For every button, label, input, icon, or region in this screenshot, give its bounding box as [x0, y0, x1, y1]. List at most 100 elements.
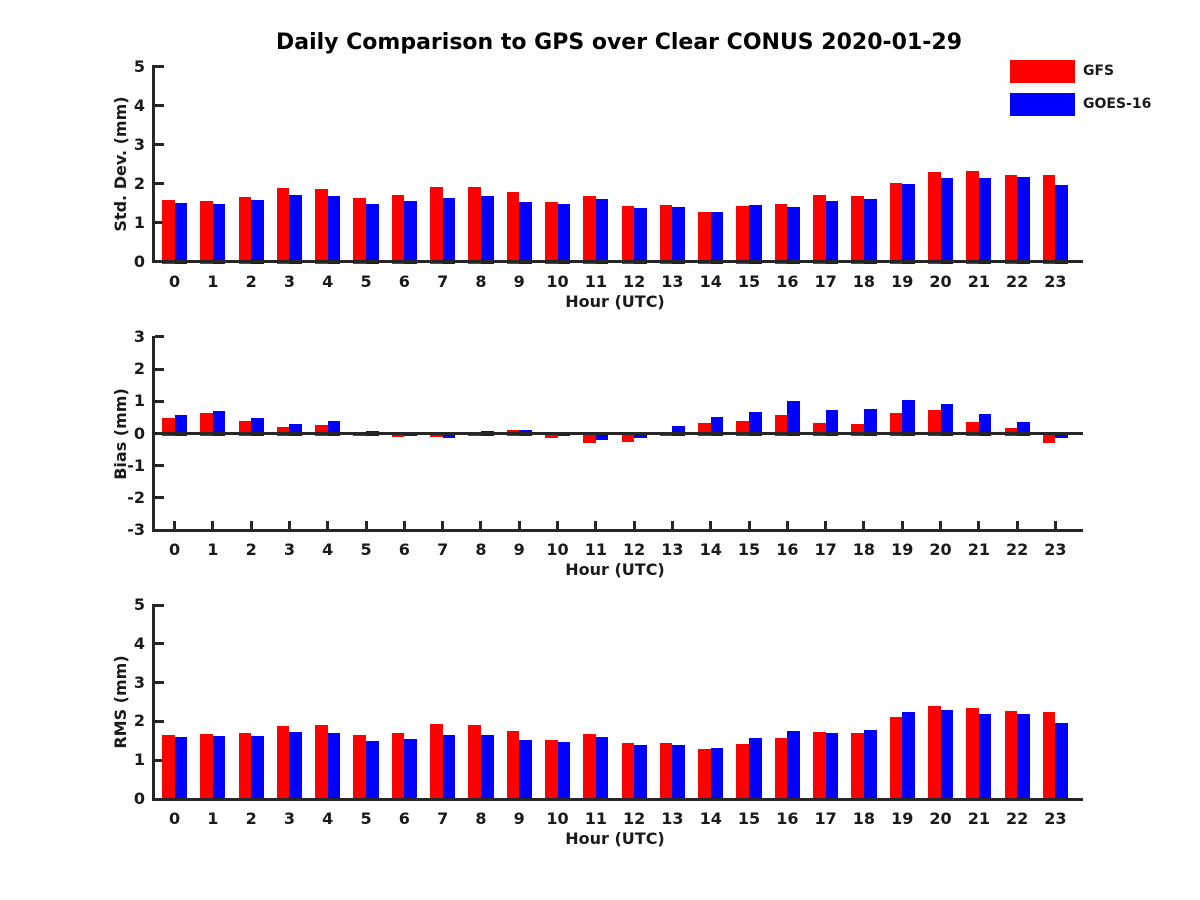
bar-gfs-hour-16: [774, 204, 788, 264]
y-axis-spine: [152, 65, 155, 263]
y-tick: [155, 65, 164, 68]
bar-goes-16-hour-14: [710, 416, 724, 436]
x-tick-label: 5: [360, 271, 372, 291]
y-tick-label: 3: [133, 326, 145, 346]
bar-goes-16-hour-9: [519, 202, 532, 264]
y-tick: [155, 104, 164, 107]
x-tick-label: 9: [513, 271, 525, 291]
y-tick-label: 4: [133, 95, 145, 115]
x-tick: [785, 520, 789, 529]
x-tick-label: 23: [1044, 809, 1067, 828]
bar-gfs-hour-6: [391, 733, 405, 802]
bar-gfs-hour-10: [544, 202, 558, 264]
bar-goes-16-hour-21: [978, 414, 992, 436]
bar-goes-16-hour-17: [825, 201, 839, 264]
bar-goes-16-hour-21: [978, 178, 992, 264]
x-tick: [824, 520, 828, 529]
y-tick-label: 0: [133, 251, 145, 271]
bar-gfs-hour-12: [621, 742, 635, 802]
y-tick-label: 1: [133, 212, 145, 232]
x-tick-label: 8: [475, 540, 487, 559]
bar-gfs-hour-0: [161, 418, 175, 436]
x-tick-label: 14: [699, 271, 722, 291]
bar-gfs-hour-21: [966, 708, 979, 802]
x-tick: [939, 520, 943, 529]
x-tick: [173, 520, 177, 529]
bar-gfs-hour-19: [889, 716, 903, 802]
x-tick-label: 23: [1044, 540, 1067, 559]
bar-gfs-hour-5: [353, 198, 367, 264]
bar-goes-16-hour-3: [289, 731, 303, 802]
x-tick-label: 11: [584, 809, 607, 828]
bar-gfs-hour-11: [583, 734, 596, 802]
x-axis-label: Hour (UTC): [565, 560, 665, 579]
bar-gfs-hour-3: [276, 725, 290, 802]
bar-goes-16-hour-18: [863, 729, 877, 802]
x-tick: [709, 520, 713, 529]
x-tick-label: 8: [475, 271, 487, 291]
y-tick-label: 2: [133, 711, 145, 731]
bar-gfs-hour-16: [774, 737, 788, 802]
y-tick: [155, 221, 164, 224]
bar-gfs-hour-3: [276, 188, 290, 264]
bar-goes-16-hour-4: [327, 196, 341, 264]
bar-gfs-hour-4: [315, 724, 328, 802]
bar-gfs-hour-15: [736, 743, 750, 802]
bar-goes-16-hour-17: [825, 410, 839, 436]
x-tick-label: 4: [322, 271, 334, 291]
bar-gfs-hour-18: [851, 196, 864, 264]
bar-gfs-hour-11: [583, 196, 596, 264]
bar-goes-16-hour-0: [174, 736, 188, 802]
x-tick-label: 20: [929, 809, 952, 828]
x-tick-label: 10: [546, 271, 569, 291]
chart-title: Daily Comparison to GPS over Clear CONUS…: [275, 30, 963, 55]
y-tick: [155, 496, 164, 500]
x-tick: [670, 520, 674, 529]
x-tick-label: 11: [584, 540, 607, 559]
x-tick-label: 2: [245, 809, 257, 828]
x-tick-label: 3: [283, 271, 295, 291]
bar-gfs-hour-2: [238, 196, 252, 264]
x-tick: [441, 520, 445, 529]
x-tick-label: 18: [852, 540, 876, 559]
x-tick-label: 16: [776, 540, 799, 559]
bar-goes-16-hour-8: [480, 734, 494, 802]
x-tick: [211, 520, 215, 529]
x-tick-label: 7: [437, 809, 449, 828]
x-tick: [632, 520, 636, 529]
bar-goes-16-hour-2: [251, 200, 264, 264]
x-tick-label: 19: [891, 540, 914, 559]
bar-goes-16-hour-12: [634, 432, 647, 439]
y-tick-label: 2: [133, 359, 145, 379]
x-tick-label: 9: [513, 809, 525, 828]
x-tick-label: 21: [967, 540, 990, 559]
bar-gfs-hour-10: [544, 432, 558, 438]
x-tick: [1015, 520, 1019, 529]
bar-goes-16-hour-1: [212, 203, 226, 264]
bar-goes-16-hour-15: [749, 411, 762, 436]
bar-goes-16-hour-22: [1017, 713, 1030, 802]
x-tick: [287, 520, 291, 529]
bar-goes-16-hour-13: [672, 206, 686, 264]
y-tick: [155, 143, 164, 146]
x-tick: [1053, 520, 1057, 529]
bar-gfs-hour-0: [161, 734, 175, 802]
y-tick: [155, 603, 164, 607]
x-tick-label: 2: [245, 540, 257, 559]
x-tick-label: 6: [398, 271, 410, 291]
bar-gfs-hour-3: [276, 427, 290, 436]
x-tick-label: 18: [852, 271, 876, 291]
bar-gfs-hour-17: [813, 731, 826, 802]
zero-line: [152, 432, 1083, 435]
y-tick: [155, 719, 164, 723]
x-tick-label: 17: [814, 540, 837, 559]
bar-goes-16-hour-23: [1055, 432, 1069, 439]
y-tick-label: 5: [133, 56, 145, 76]
x-tick-label: 1: [207, 809, 219, 828]
bar-goes-16-hour-0: [174, 203, 188, 264]
x-axis-spine: [152, 797, 1083, 801]
x-tick-label: 9: [513, 540, 525, 559]
x-tick-label: 0: [168, 540, 181, 559]
bar-gfs-hour-1: [200, 201, 213, 264]
x-tick-label: 22: [1006, 540, 1029, 559]
